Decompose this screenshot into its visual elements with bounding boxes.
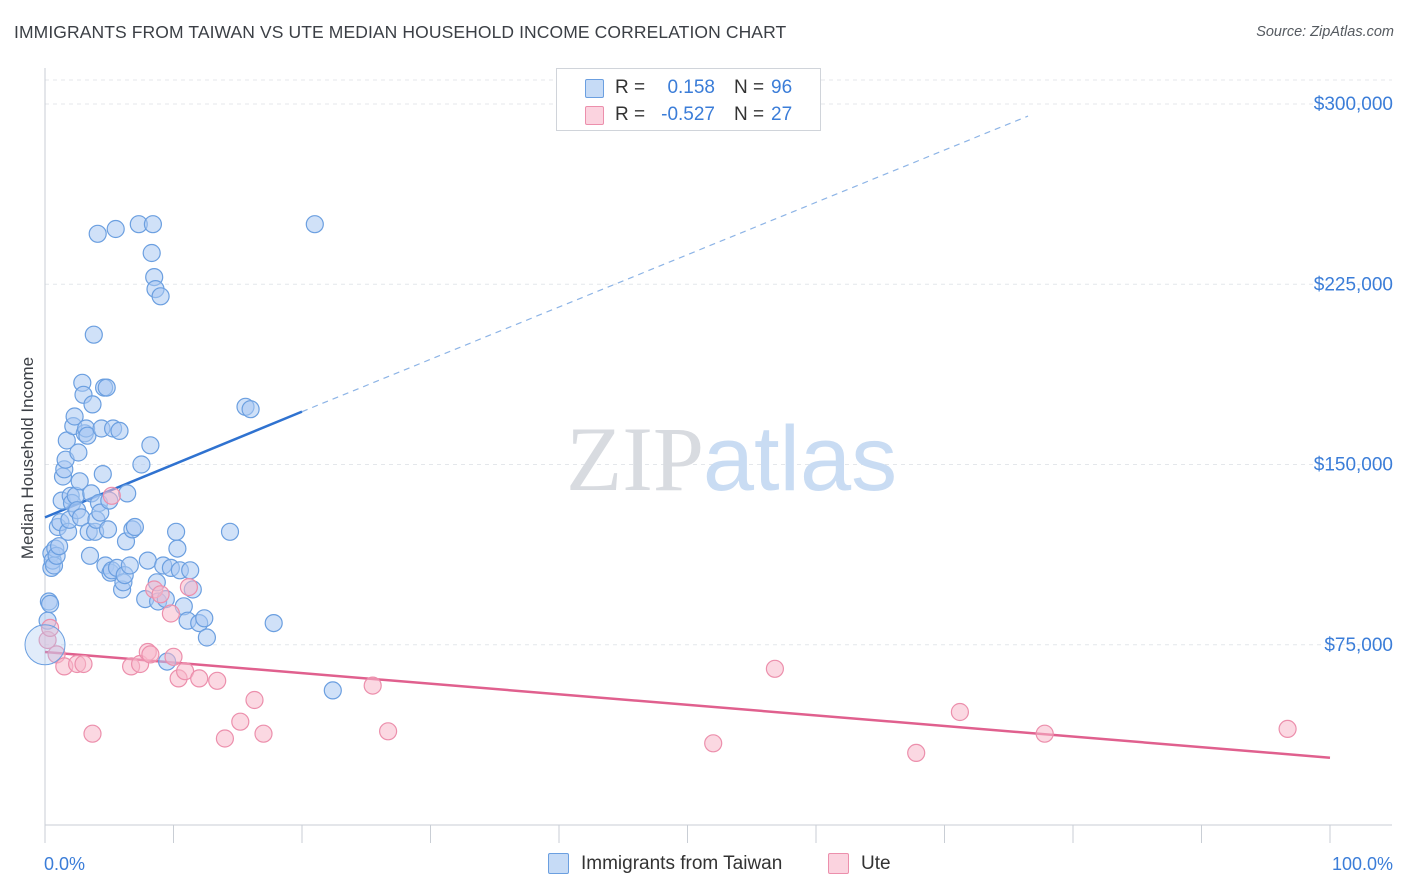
data-point-taiwan xyxy=(168,539,187,558)
stats-swatch-ute xyxy=(585,106,604,125)
y-axis-label: Median Household Income xyxy=(18,357,37,559)
data-point-taiwan xyxy=(167,522,186,541)
data-point-taiwan xyxy=(120,556,139,575)
stats-row-ute: R = -0.527 N = 27 xyxy=(557,102,820,128)
stats-r-label: R = xyxy=(615,77,646,98)
grid-layer xyxy=(45,79,1392,646)
legend-label-taiwan: Immigrants from Taiwan xyxy=(581,853,783,874)
data-point-ute xyxy=(231,712,250,731)
data-point-ute xyxy=(102,486,121,505)
stats-row-taiwan: R = 0.158 N = 96 xyxy=(557,75,820,101)
data-point-taiwan xyxy=(264,613,283,633)
data-point-ute xyxy=(164,647,183,666)
y-tick-label: $75,000 xyxy=(1324,635,1393,656)
points-layer xyxy=(24,215,1297,763)
data-point-taiwan xyxy=(93,465,112,484)
data-point-taiwan xyxy=(97,378,116,397)
data-point-taiwan xyxy=(65,407,84,426)
chart-title: IMMIGRANTS FROM TAIWAN VS UTE MEDIAN HOU… xyxy=(14,22,787,42)
data-point-ute xyxy=(161,604,180,623)
stats-r-label: R = xyxy=(615,104,646,125)
data-point-ute xyxy=(190,669,209,688)
trend-line-ute xyxy=(44,650,1331,759)
data-point-ute xyxy=(704,734,723,753)
data-point-taiwan xyxy=(98,520,118,539)
data-point-ute xyxy=(950,702,970,722)
axis-layer xyxy=(44,68,1392,843)
data-point-ute xyxy=(151,585,170,604)
data-point-taiwan xyxy=(70,472,89,491)
stats-n-value: 96 xyxy=(771,77,793,98)
source-credit: Source: ZipAtlas.com xyxy=(1256,24,1394,40)
data-point-taiwan xyxy=(118,484,137,503)
y-tick-label: $150,000 xyxy=(1314,455,1393,476)
x-tick-label-max: 100.0% xyxy=(1332,854,1393,874)
data-point-ute xyxy=(907,743,926,763)
data-point-ute xyxy=(1278,719,1297,739)
data-point-ute xyxy=(176,662,195,681)
data-point-ute xyxy=(74,654,93,674)
data-point-taiwan xyxy=(197,628,216,647)
watermark-zip: ZIP xyxy=(566,408,704,510)
data-point-taiwan xyxy=(69,443,88,462)
legend: Immigrants from Taiwan Ute xyxy=(0,852,1406,876)
data-point-ute xyxy=(208,671,227,690)
data-point-taiwan xyxy=(83,395,102,414)
data-point-ute xyxy=(765,659,785,678)
legend-swatch-ute xyxy=(828,853,849,874)
data-point-taiwan xyxy=(80,546,100,565)
data-point-ute xyxy=(141,645,160,664)
data-point-taiwan xyxy=(125,517,144,537)
stats-swatch-taiwan xyxy=(585,79,604,98)
stats-n-label: N = xyxy=(734,77,765,98)
data-point-ute xyxy=(245,690,264,710)
data-point-ute xyxy=(40,618,60,638)
data-point-taiwan xyxy=(106,219,125,239)
stats-r-value: 0.158 xyxy=(667,77,715,98)
watermark: ZIP atlas xyxy=(566,408,897,510)
stats-box: R = 0.158 N = 96 R = -0.527 N = 27 xyxy=(556,68,821,131)
data-point-taiwan xyxy=(305,215,324,234)
data-point-ute xyxy=(83,724,102,743)
data-point-taiwan xyxy=(195,609,214,628)
data-point-taiwan xyxy=(142,243,161,263)
data-point-ute xyxy=(363,676,382,695)
watermark-atlas: atlas xyxy=(703,408,897,510)
data-point-taiwan xyxy=(132,455,151,474)
data-point-ute xyxy=(254,724,273,743)
labels-layer: $75,000 $150,000 $225,000 $300,000 0.0% 100.0… xyxy=(44,94,1393,874)
data-point-taiwan xyxy=(40,594,60,614)
data-point-ute xyxy=(179,577,198,597)
trend-extension-taiwan xyxy=(301,115,1029,413)
legend-swatch-taiwan xyxy=(548,853,569,874)
data-point-taiwan xyxy=(110,421,129,440)
data-point-taiwan xyxy=(143,215,162,234)
data-point-taiwan xyxy=(49,537,69,556)
data-point-ute xyxy=(1035,724,1054,743)
data-point-taiwan xyxy=(84,325,103,344)
data-point-taiwan xyxy=(141,436,160,455)
data-point-ute xyxy=(379,722,398,741)
data-point-taiwan xyxy=(220,522,240,541)
data-point-taiwan xyxy=(181,561,200,580)
legend-label-ute: Ute xyxy=(861,853,891,874)
y-tick-label: $225,000 xyxy=(1314,274,1393,295)
stats-n-value: 27 xyxy=(771,104,793,125)
stats-r-value: -0.527 xyxy=(661,104,715,125)
data-point-taiwan xyxy=(241,400,260,419)
data-point-taiwan xyxy=(151,287,170,306)
data-point-taiwan xyxy=(138,551,157,570)
data-point-ute xyxy=(215,729,234,748)
stats-n-label: N = xyxy=(734,104,765,125)
data-point-taiwan xyxy=(323,681,342,700)
data-point-taiwan xyxy=(24,624,66,666)
y-tick-label: $300,000 xyxy=(1314,94,1393,115)
data-point-taiwan xyxy=(78,426,97,445)
data-point-taiwan xyxy=(88,224,107,243)
x-tick-label-min: 0.0% xyxy=(44,854,85,874)
